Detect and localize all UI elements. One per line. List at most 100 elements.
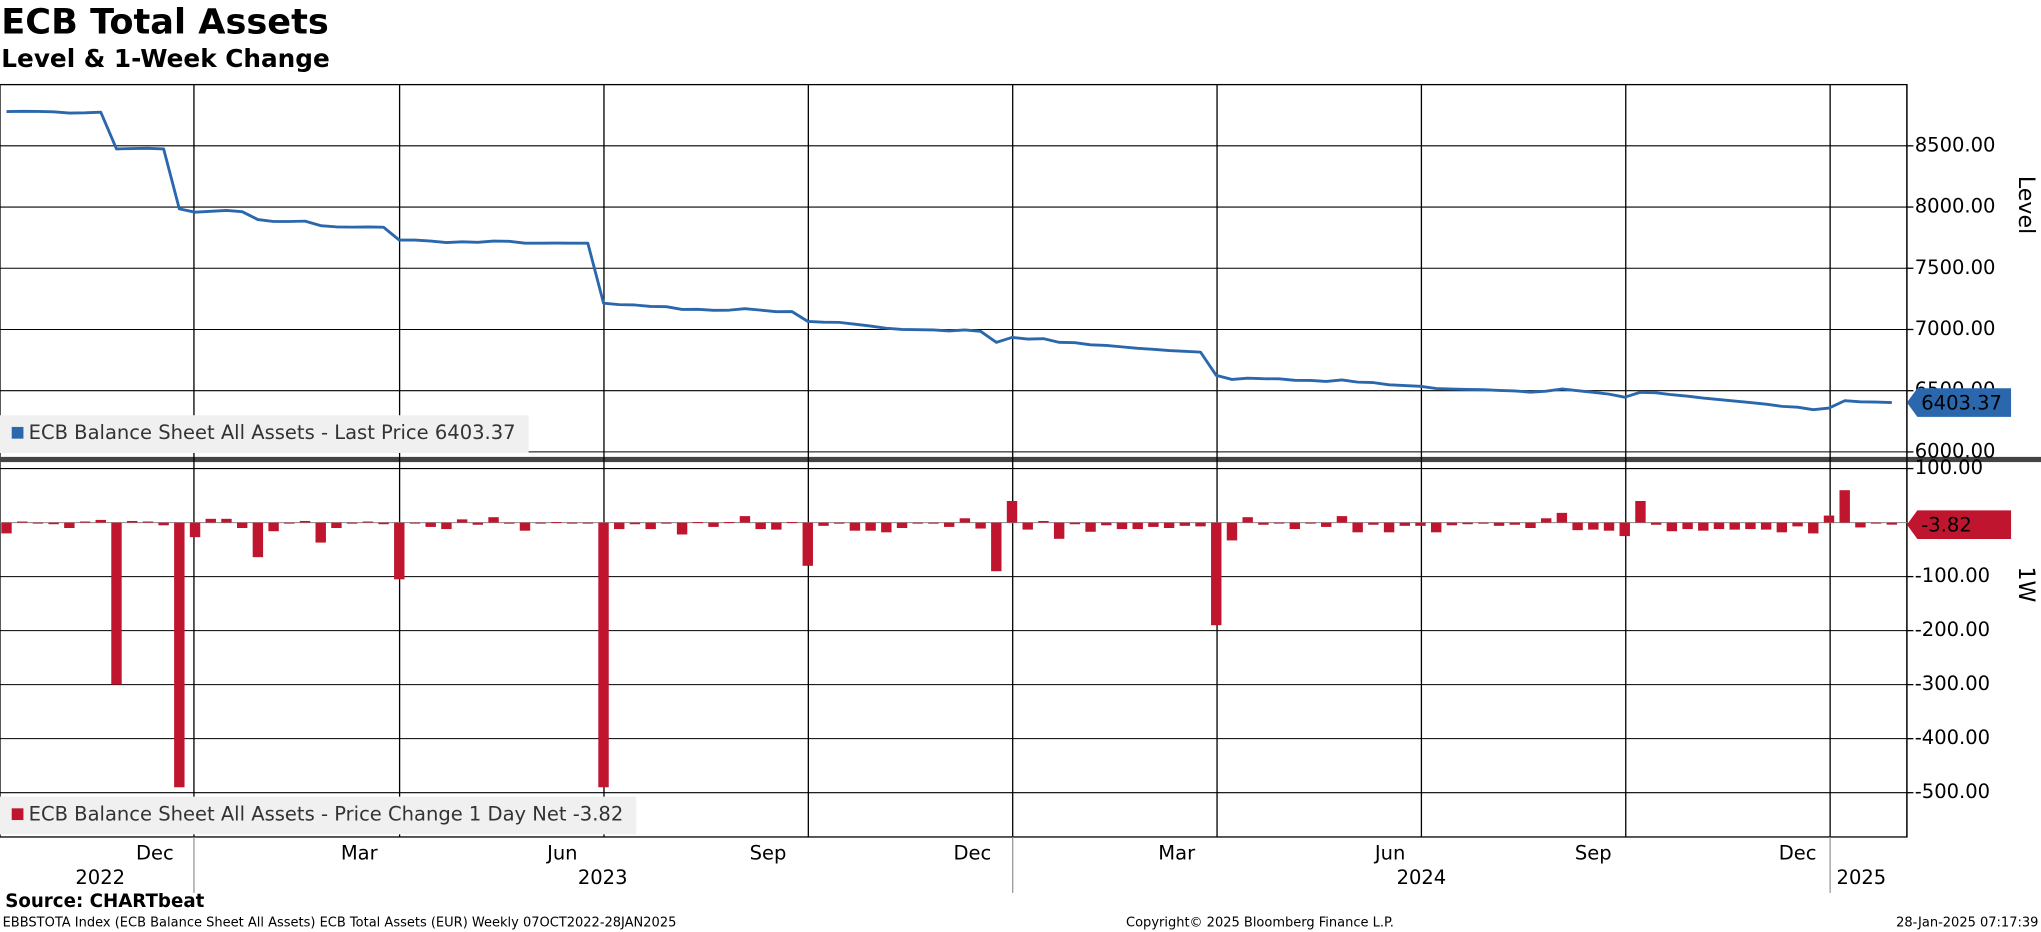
legend-label: ECB Balance Sheet All Assets - Price Cha… <box>29 802 624 825</box>
bar <box>1556 512 1568 523</box>
panel-separator <box>0 456 2041 463</box>
bar <box>1698 522 1709 531</box>
bar <box>566 522 578 524</box>
y-tick-label: 8500.00 <box>1915 133 1996 156</box>
bar <box>1368 522 1379 525</box>
bar <box>818 522 829 526</box>
bar <box>504 522 515 524</box>
bar <box>1776 522 1788 533</box>
y-tick-label: -200.00 <box>1915 618 1990 641</box>
x-tick-label: Jun <box>545 841 577 864</box>
bar <box>1258 522 1269 525</box>
bar <box>346 522 358 524</box>
bar <box>205 518 216 523</box>
bar <box>1069 522 1081 525</box>
bar <box>912 522 923 524</box>
last-value-label: 6403.37 <box>1921 391 2002 414</box>
x-tick-label: Jun <box>1373 841 1406 864</box>
timestamp: 28-Jan-2025 07:17:39 <box>1896 915 2038 930</box>
chart-title: ECB Total Assets <box>1 1 328 42</box>
y-tick-label: 6000.00 <box>1915 439 1996 462</box>
bar <box>268 522 279 532</box>
bar <box>441 522 452 530</box>
bar <box>1603 522 1615 531</box>
bar <box>991 522 1002 572</box>
bar <box>975 522 986 529</box>
bar <box>142 521 154 523</box>
bar <box>95 519 106 523</box>
bar <box>551 522 562 524</box>
bar <box>1352 522 1363 533</box>
bar <box>1650 522 1662 525</box>
description: EBBSTOTA Index (ECB Balance Sheet All As… <box>3 915 677 930</box>
bar <box>833 522 845 524</box>
y-tick-label: 7000.00 <box>1915 317 1996 340</box>
bar <box>1478 522 1489 524</box>
bar <box>928 522 939 524</box>
x-tick-label: Sep <box>1575 841 1612 864</box>
bar <box>1540 518 1552 523</box>
bar <box>236 522 248 528</box>
legend-swatch <box>11 426 24 439</box>
y-axis-title: 1W <box>2013 566 2039 602</box>
data-line <box>6 109 1892 412</box>
bar <box>252 522 264 558</box>
copyright: Copyright© 2025 Bloomberg Finance L.P. <box>1126 915 1394 930</box>
x-year-label: 2022 <box>75 866 125 889</box>
bar <box>488 517 499 523</box>
bar <box>708 522 719 527</box>
bar <box>692 522 703 524</box>
bar <box>1525 522 1536 528</box>
y-tick-label: -300.00 <box>1915 672 1990 695</box>
bar <box>1808 522 1819 534</box>
x-tick-label: Mar <box>1158 841 1196 864</box>
bar <box>1148 522 1159 527</box>
bar <box>1211 522 1222 626</box>
bar <box>802 522 813 566</box>
bar <box>1116 522 1128 530</box>
bar <box>629 522 641 525</box>
legend-box <box>0 415 529 453</box>
bar <box>959 518 971 523</box>
bar <box>158 522 169 526</box>
bar <box>1305 522 1316 524</box>
plot-layer: Dec Mar Jun Sep Dec Mar Jun Sep Dec 2022 2023 2024 2… <box>0 84 2039 893</box>
bar <box>1666 522 1678 532</box>
bar <box>111 522 122 685</box>
bar <box>409 522 421 524</box>
bar <box>849 522 861 531</box>
bar <box>189 522 201 538</box>
bar <box>896 522 908 528</box>
bar <box>645 522 656 530</box>
last-value-tag <box>1906 388 2012 417</box>
bar <box>1336 516 1348 523</box>
bar <box>535 522 546 524</box>
bar <box>48 522 59 525</box>
source: Source: CHARTbeat <box>5 891 204 912</box>
bar <box>1101 522 1112 526</box>
bar <box>786 522 798 524</box>
last-value-tag <box>1906 510 2012 539</box>
y-tick-label: -400.00 <box>1915 726 1990 749</box>
y-tick-label: 100.00 <box>1915 456 1983 479</box>
bar <box>1446 522 1458 526</box>
bar <box>1760 522 1772 530</box>
bar <box>1383 522 1395 533</box>
bar <box>1179 522 1191 526</box>
bar <box>881 522 892 533</box>
bar <box>865 522 876 531</box>
bar <box>1839 490 1850 523</box>
bar <box>1321 522 1332 527</box>
bar <box>472 522 484 525</box>
bar <box>1792 522 1803 527</box>
bar <box>1022 522 1033 530</box>
bar <box>1163 522 1175 528</box>
y-tick-label: -100.00 <box>1915 564 1990 587</box>
bar <box>661 522 672 524</box>
bar <box>1242 517 1253 523</box>
bar <box>1870 522 1882 524</box>
bar <box>1273 522 1285 524</box>
bar <box>1085 522 1096 532</box>
bar <box>64 522 75 528</box>
